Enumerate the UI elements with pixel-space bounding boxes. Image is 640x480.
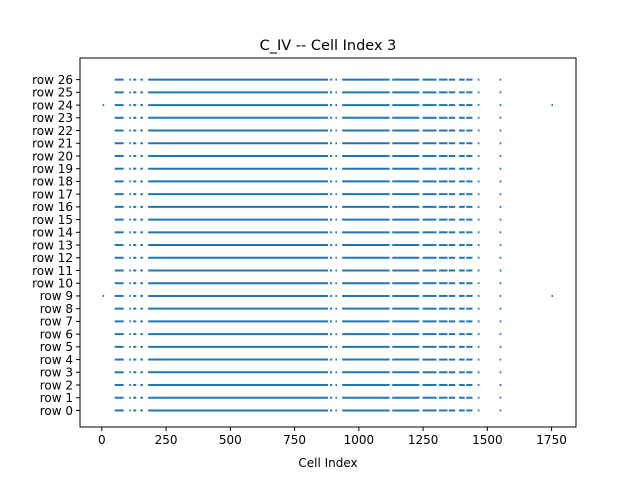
- y-tick-label: row 25: [32, 86, 73, 100]
- y-tick-label: row 9: [40, 289, 73, 303]
- x-tick-label: 1500: [472, 433, 503, 447]
- y-tick-label: row 4: [40, 353, 73, 367]
- x-tick-label: 500: [219, 433, 242, 447]
- y-tick-label: row 24: [32, 98, 73, 112]
- y-tick-label: row 16: [32, 200, 73, 214]
- y-tick-label: row 22: [32, 124, 73, 138]
- y-tick-label: row 8: [40, 302, 73, 316]
- y-tick-label: row 18: [32, 175, 73, 189]
- y-tick-label: row 14: [32, 226, 73, 240]
- y-tick-label: row 2: [40, 378, 73, 392]
- y-tick-label: row 3: [40, 366, 73, 380]
- event-segments: [102, 78, 554, 412]
- y-tick-label: row 19: [32, 162, 73, 176]
- x-tick-label: 0: [98, 433, 106, 447]
- x-tick-label: 750: [283, 433, 306, 447]
- y-tick-label: row 21: [32, 137, 73, 151]
- plot-frame: [79, 57, 577, 428]
- x-tick-label: 1750: [536, 433, 567, 447]
- y-tick-label: row 23: [32, 111, 73, 125]
- x-tick-label: 1000: [344, 433, 375, 447]
- y-tick-label: row 5: [40, 340, 73, 354]
- y-tick-label: row 26: [32, 73, 73, 87]
- x-axis: 0 250 500 750 1000 1250 1500 1750: [98, 427, 567, 447]
- y-tick-label: row 1: [40, 391, 73, 405]
- y-tick-label: row 12: [32, 251, 73, 265]
- y-tick-label: row 0: [40, 404, 73, 418]
- y-tick-label: row 6: [40, 327, 73, 341]
- y-tick-label: row 17: [32, 187, 73, 201]
- y-tick-label: row 10: [32, 277, 73, 291]
- x-tick-label: 250: [155, 433, 178, 447]
- y-tick-label: row 13: [32, 238, 73, 252]
- chart-title: C_IV -- Cell Index 3: [260, 38, 397, 54]
- y-tick-label: row 11: [32, 264, 73, 278]
- plot-area: [80, 58, 576, 427]
- y-tick-label: row 7: [40, 315, 73, 329]
- y-tick-label: row 20: [32, 149, 73, 163]
- x-tick-label: 1250: [408, 433, 439, 447]
- x-axis-title: Cell Index: [298, 456, 357, 470]
- y-tick-label: row 15: [32, 213, 73, 227]
